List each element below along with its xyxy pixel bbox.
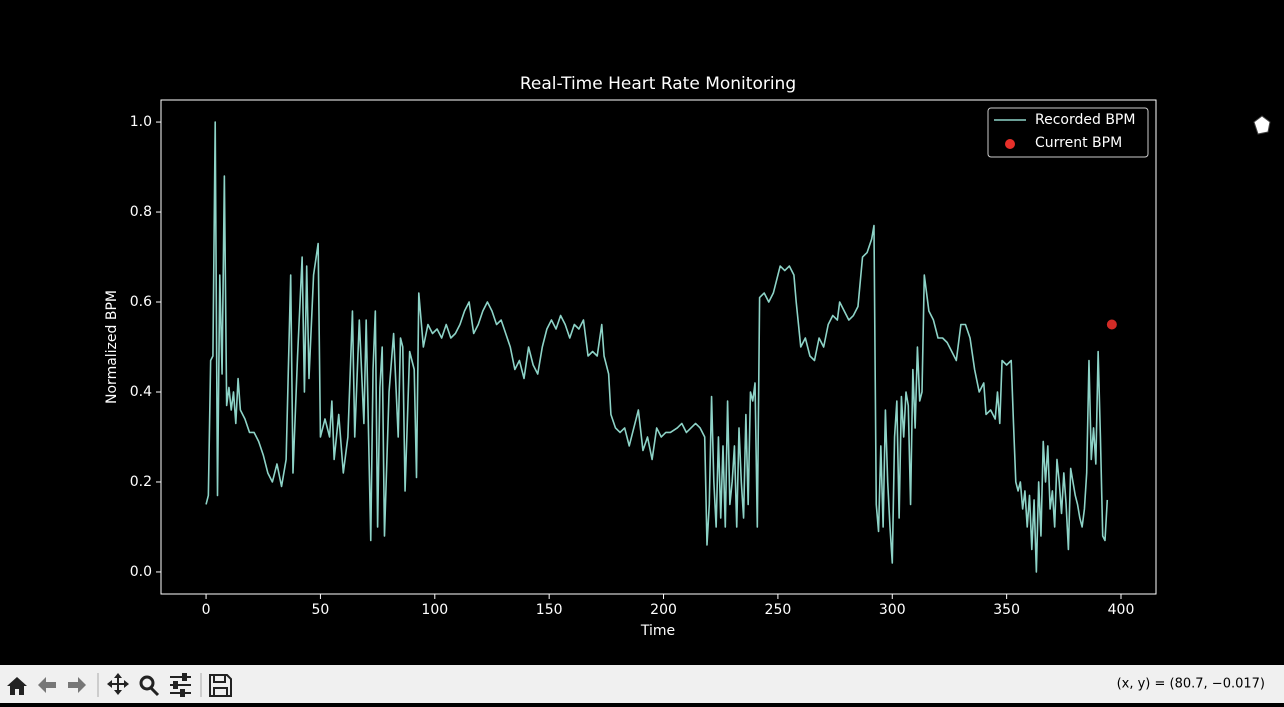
legend-label: Current BPM: [1035, 135, 1122, 151]
x-tick-label: 400: [1108, 602, 1135, 618]
legend-box: [987, 107, 1149, 158]
x-tick-label: 100: [421, 602, 448, 618]
axes-frame: [160, 99, 1157, 595]
plot-area: 0 50 100 150 200 250 300 350 400 0.0 0.2 0.4 0.6 0.8 1…: [130, 114, 1135, 618]
configure-button[interactable]: [170, 673, 191, 697]
legend-label: Recorded BPM: [1035, 112, 1135, 128]
chart-title: Real-Time Heart Rate Monitoring: [520, 74, 796, 94]
pan-button[interactable]: [107, 673, 129, 695]
x-tick-label: 0: [202, 602, 211, 618]
y-tick-label: 0.8: [130, 204, 152, 220]
save-button[interactable]: [209, 674, 232, 697]
toolbar-bg: [0, 665, 1284, 703]
current-point: [1106, 319, 1117, 330]
cursor-icon: [1253, 115, 1271, 135]
zoom-button[interactable]: [139, 675, 155, 691]
y-tick-label: 0.0: [130, 564, 152, 580]
legend-swatch: [1005, 139, 1015, 149]
legend: Recorded BPM Current BPM: [987, 107, 1149, 158]
home-button[interactable]: [7, 677, 27, 695]
x-tick-label: 350: [993, 602, 1020, 618]
bottom-border: [0, 703, 1284, 707]
x-tick-label: 300: [879, 602, 906, 618]
back-button[interactable]: [38, 677, 56, 693]
y-tick-label: 0.2: [130, 474, 152, 490]
x-axis-label: Time: [640, 623, 675, 639]
coordinates-readout: (x, y) = (80.7, −0.017): [1117, 677, 1265, 692]
y-tick-label: 0.6: [130, 294, 152, 310]
x-tick-label: 200: [650, 602, 677, 618]
x-tick-label: 250: [765, 602, 792, 618]
bpm-line: [205, 121, 1109, 573]
x-tick-label: 50: [312, 602, 330, 618]
toolbar: (x, y) = (80.7, −0.017): [0, 665, 1284, 707]
y-tick-label: 0.4: [130, 384, 152, 400]
x-tick-label: 150: [536, 602, 563, 618]
y-tick-label: 1.0: [130, 114, 152, 130]
forward-button[interactable]: [68, 677, 86, 693]
y-axis-label: Normalized BPM: [104, 290, 120, 404]
